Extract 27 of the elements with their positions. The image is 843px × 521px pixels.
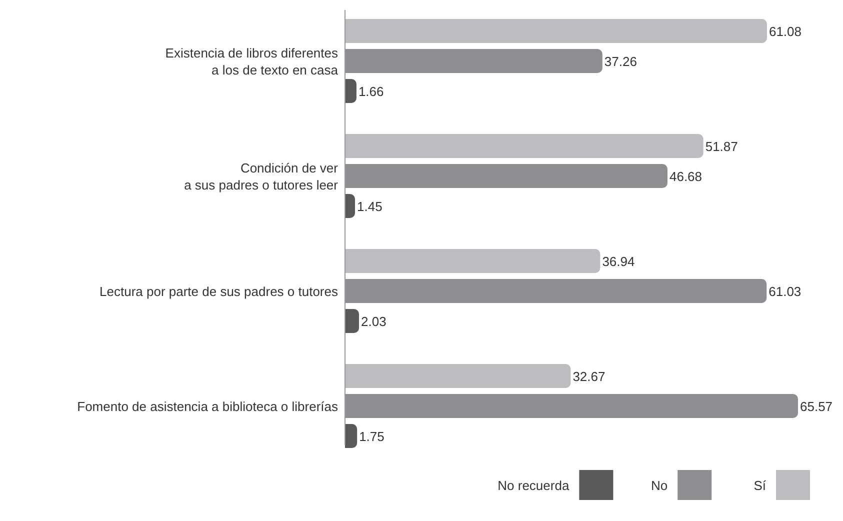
data-label: 2.03 [361,314,386,329]
data-label: 46.68 [669,169,702,184]
bar [345,309,360,333]
data-label: 32.67 [572,369,606,384]
bar [345,424,358,448]
legend-label: Sí [754,478,766,493]
bar [345,194,356,218]
bar [345,19,767,43]
data-label: 36.94 [602,254,635,269]
bar [345,364,571,388]
y-tick-label: Lectura por parte de sus padres o tutores [100,284,338,299]
data-label: 1.66 [358,84,384,99]
legend-label: No recuerda [498,478,570,493]
data-label: 61.08 [768,24,802,39]
bar [345,79,356,103]
y-tick-label: Existencia de libros diferentes a los de texto en casa [165,46,339,78]
data-label: 1.75 [359,429,384,444]
y-tick-label: Fomento de asistencia a biblioteca o librerías [77,399,338,414]
data-label: 65.57 [800,399,833,414]
bar [345,249,600,273]
data-label: 61.03 [768,284,802,299]
y-tick-label: Condición de ver a sus padres o tutores leer [184,160,339,192]
data-label: 1.45 [357,199,382,214]
legend-label: No [650,478,668,493]
data-label: 51.87 [705,139,738,154]
bar [345,134,704,158]
data-label: 37.26 [604,54,637,69]
